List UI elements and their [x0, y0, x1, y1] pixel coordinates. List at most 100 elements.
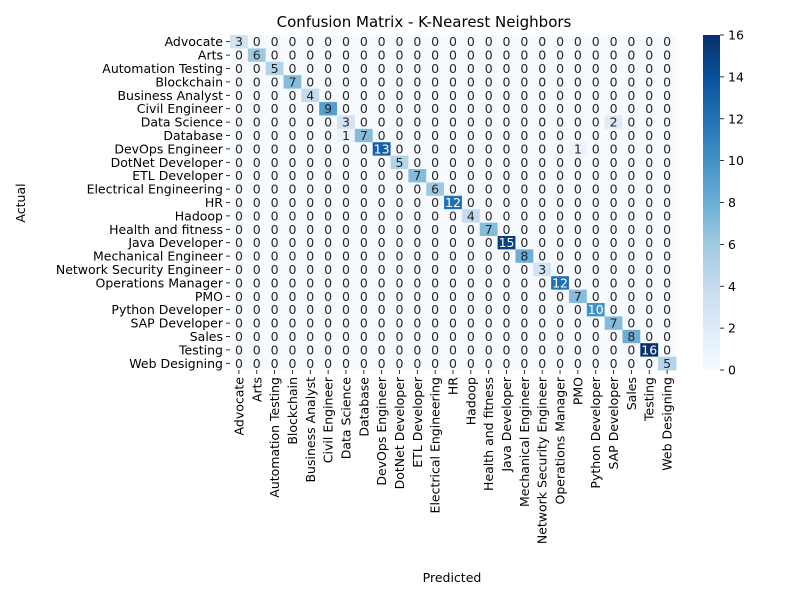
- heatmap-cell: [390, 195, 409, 210]
- cell-value-label: 0: [324, 249, 332, 264]
- cell-value-label: 0: [592, 88, 600, 103]
- cell-value-label: 0: [467, 222, 475, 237]
- heatmap-cell: [568, 115, 588, 130]
- heatmap-cell: [640, 75, 659, 89]
- heatmap-cell: [515, 236, 534, 250]
- heatmap-cell: [283, 249, 302, 264]
- heatmap-cell: [372, 262, 391, 277]
- cell-value-label: 0: [253, 356, 261, 371]
- heatmap-cell: [444, 356, 463, 371]
- cell-value-label: 0: [306, 249, 314, 264]
- heatmap-cell: [479, 249, 498, 264]
- cell-value-label: 0: [306, 195, 314, 210]
- cell-value-label: 0: [342, 222, 350, 237]
- x-tick-label: Automation Testing: [267, 377, 282, 498]
- y-tick-label: Testing: [178, 342, 223, 357]
- cell-value-label: 0: [235, 222, 243, 237]
- heatmap-cell: [658, 289, 677, 304]
- cell-value-label: 0: [271, 128, 279, 143]
- heatmap-cell: [301, 195, 320, 210]
- heatmap-cell: [337, 209, 356, 223]
- cell-value-label: 0: [467, 74, 475, 89]
- heatmap-cell: [390, 35, 409, 49]
- heatmap-cell: [337, 236, 356, 250]
- heatmap-cell: [319, 343, 338, 357]
- cell-value-label: 0: [592, 195, 600, 210]
- x-tick-label: Arts: [249, 377, 264, 402]
- cell-value-label: 0: [592, 342, 600, 357]
- heatmap-cell: [640, 222, 659, 237]
- cell-value-label: 0: [503, 329, 511, 344]
- cell-value-label: 0: [378, 182, 386, 197]
- heatmap-cell: [426, 88, 445, 103]
- heatmap-cell: [479, 88, 498, 103]
- cell-value-label: 0: [485, 128, 493, 143]
- cell-value-label: 0: [413, 356, 421, 371]
- heatmap-cell: [354, 356, 374, 371]
- x-tick-label: Web Designing: [660, 377, 675, 471]
- heatmap-cell: [283, 61, 302, 76]
- heatmap-cell: [533, 249, 552, 264]
- heatmap-cell: [586, 195, 606, 210]
- cell-value-label: 6: [431, 182, 439, 197]
- heatmap-cell: [372, 303, 391, 317]
- heatmap-cell: [265, 276, 284, 290]
- heatmap-cell: [444, 316, 463, 331]
- cell-value-label: 0: [610, 155, 618, 170]
- cell-value-label: 0: [342, 262, 350, 277]
- cell-value-label: 0: [378, 168, 386, 183]
- heatmap-cell: [658, 75, 677, 89]
- heatmap-cell: [230, 356, 249, 371]
- heatmap-cell: [497, 343, 516, 357]
- cell-value-label: 0: [306, 128, 314, 143]
- cell-value-label: 0: [520, 275, 528, 290]
- cell-value-label: 13: [374, 141, 390, 156]
- heatmap-cell: [533, 155, 552, 170]
- y-axis-label: Actual: [13, 183, 28, 222]
- cell-value-label: 0: [306, 101, 314, 116]
- heatmap-cell: [390, 249, 409, 264]
- heatmap-cell: [461, 236, 481, 250]
- heatmap-cell: [622, 88, 641, 103]
- heatmap-cell: [426, 303, 445, 317]
- heatmap-cell: [444, 48, 463, 63]
- heatmap-cell: [586, 356, 606, 371]
- heatmap-cell: [497, 48, 516, 63]
- cell-value-label: 0: [360, 356, 368, 371]
- cell-value-label: 0: [431, 329, 439, 344]
- cell-value-label: 4: [467, 208, 475, 223]
- heatmap-cell: [568, 356, 588, 371]
- heatmap-cell: [301, 316, 320, 331]
- cell-value-label: 0: [538, 249, 546, 264]
- heatmap-cell: [408, 75, 427, 89]
- heatmap-cell: [497, 115, 516, 130]
- cell-value-label: 0: [663, 115, 671, 130]
- cell-value-label: 0: [574, 356, 582, 371]
- heatmap-cell: [551, 236, 570, 250]
- cell-value-label: 0: [235, 115, 243, 130]
- heatmap-cell: [640, 182, 659, 197]
- x-tick-label: DotNet Developer: [392, 376, 407, 489]
- cell-value-label: 0: [342, 61, 350, 76]
- heatmap-cell: [408, 343, 427, 357]
- heatmap-cell: [568, 329, 588, 344]
- heatmap-cell: [586, 343, 606, 357]
- heatmap-cell: [640, 262, 659, 277]
- heatmap-cell: [230, 35, 249, 49]
- heatmap-cell: [622, 115, 641, 130]
- cell-value-label: 0: [342, 275, 350, 290]
- heatmap-cell: [390, 128, 409, 143]
- heatmap-cell: [568, 236, 588, 250]
- heatmap-cell: [283, 262, 302, 277]
- cell-value-label: 0: [378, 34, 386, 49]
- cell-value-label: 0: [556, 222, 564, 237]
- heatmap-cell: [247, 35, 267, 49]
- cell-value-label: 0: [360, 88, 368, 103]
- heatmap-cell: [568, 276, 588, 290]
- heatmap-cell: [444, 329, 463, 344]
- cell-value-label: 0: [413, 195, 421, 210]
- heatmap-cell: [408, 169, 427, 183]
- cell-value-label: 0: [503, 101, 511, 116]
- cell-value-label: 0: [485, 61, 493, 76]
- heatmap-cell: [604, 236, 623, 250]
